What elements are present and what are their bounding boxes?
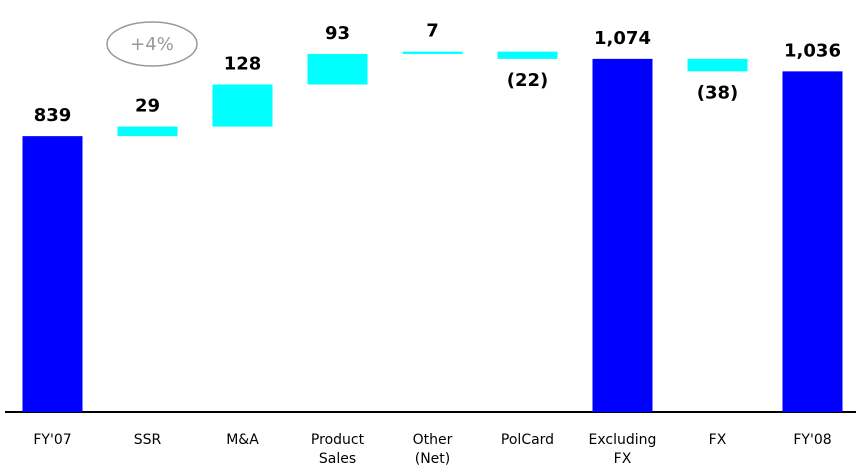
bar [22, 136, 83, 413]
x-tick-label: FX [708, 432, 727, 448]
value-label: 1,074 [594, 28, 651, 49]
x-tick-label: FY'07 [33, 432, 72, 448]
value-label: 839 [34, 105, 72, 126]
bar [782, 71, 843, 413]
value-label: 128 [224, 54, 262, 75]
annotation: +4% [130, 34, 174, 55]
value-label: 7 [426, 21, 439, 42]
bar [592, 58, 653, 412]
bar [497, 51, 558, 59]
value-label: 93 [325, 23, 350, 44]
x-tick-label: Excluding FX [588, 432, 657, 467]
bar [687, 58, 748, 72]
x-tick-label: FY'08 [793, 432, 832, 448]
bar [402, 51, 463, 54]
bar [212, 84, 273, 127]
bar [117, 126, 178, 137]
x-tick-label: Product Sales [310, 432, 365, 467]
value-label: (22) [507, 70, 549, 91]
value-label: 29 [135, 96, 160, 117]
x-tick-label: M&A [226, 432, 259, 448]
x-tick-label: SSR [133, 432, 162, 448]
x-tick-label: Other (Net) [412, 432, 453, 467]
value-label: (38) [697, 82, 739, 103]
bar [307, 53, 368, 85]
value-label: 1,036 [784, 40, 841, 61]
x-tick-label: PolCard [500, 432, 555, 448]
annotation-ellipse [106, 21, 198, 67]
